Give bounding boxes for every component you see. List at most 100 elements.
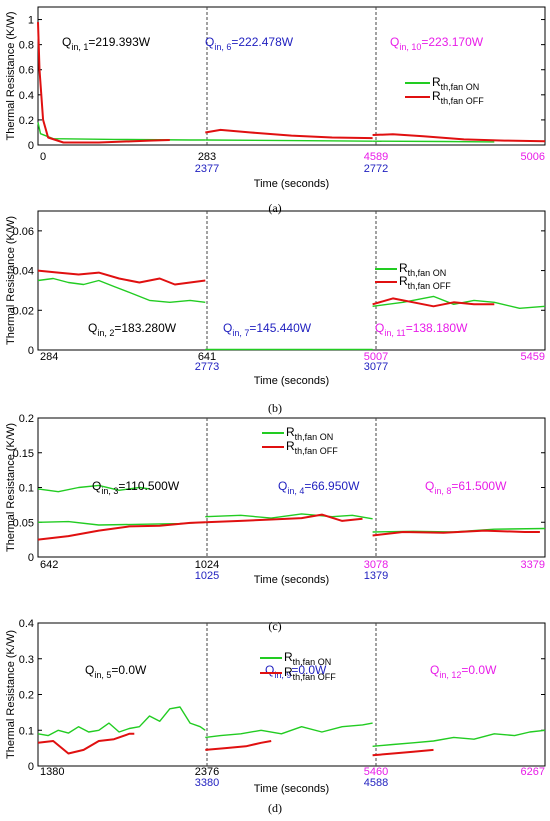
x-boundary-label: 5460 xyxy=(364,766,388,778)
legend-label: Rth,fan OFF xyxy=(432,89,484,106)
heat-input-annotation: Qin, 8=61.500W xyxy=(425,479,507,496)
x-boundary-label: 1380 xyxy=(40,766,64,778)
heat-input-annotation: Qin, 4=66.950W xyxy=(278,479,360,496)
heat-input-annotation: Qin, 2=183.280W xyxy=(88,321,177,338)
y-axis-label: Thermal Resistance (K/W) xyxy=(5,216,17,345)
x-boundary-sublabel: 2772 xyxy=(364,163,388,175)
heat-input-annotation-base: Q xyxy=(62,35,71,49)
legend-label-base: R xyxy=(399,261,408,275)
heat-input-annotation-base: Q xyxy=(425,479,434,493)
heat-input-annotation-sub: in, 8 xyxy=(434,486,451,496)
y-tick-label: 0 xyxy=(28,140,34,152)
x-boundary-label: 3078 xyxy=(364,559,388,571)
heat-input-annotation-base: Q xyxy=(205,35,214,49)
x-boundary-sublabel: 2773 xyxy=(195,361,219,373)
heat-input-annotation-base: Q xyxy=(223,321,232,335)
x-axis-label: Time (seconds) xyxy=(254,783,329,795)
legend-label-sub: th,fan ON xyxy=(408,268,447,278)
heat-input-annotation-rest: =183.280W xyxy=(114,321,176,335)
heat-input-annotation-base: Q xyxy=(85,663,94,677)
series-line xyxy=(372,140,495,143)
y-axis-label: Thermal Resistance (K/W) xyxy=(5,423,17,552)
x-boundary-sublabel: 1025 xyxy=(195,570,219,582)
series-line xyxy=(205,722,373,739)
heat-input-annotation: Qin, 1=219.393W xyxy=(62,35,151,52)
heat-input-annotation: Qin, 10=223.170W xyxy=(390,35,484,52)
y-tick-label: 0.1 xyxy=(19,483,34,495)
panel-caption: (b) xyxy=(268,401,282,415)
y-tick-label: 0.3 xyxy=(19,654,34,666)
series-line xyxy=(372,297,495,308)
series-line xyxy=(205,128,373,140)
heat-input-annotation-rest: =61.500W xyxy=(451,479,507,493)
heat-input-annotation-rest: =66.950W xyxy=(304,479,360,493)
y-tick-label: 0.1 xyxy=(19,725,34,737)
x-boundary-label: 0 xyxy=(40,151,46,163)
legend-label-sub: th,fan ON xyxy=(293,657,332,667)
y-tick-label: 0.06 xyxy=(13,226,34,238)
y-tick-label: 0.2 xyxy=(19,115,34,127)
heat-input-annotation: Qin, 6=222.478W xyxy=(205,35,294,52)
y-tick-label: 0.4 xyxy=(19,618,34,630)
x-axis-label: Time (seconds) xyxy=(254,375,329,387)
x-boundary-label: 2376 xyxy=(195,766,219,778)
legend-label-base: R xyxy=(399,274,408,288)
legend-label: Rth,fan OFF xyxy=(399,274,451,291)
x-boundary-label: 642 xyxy=(40,559,58,571)
x-boundary-sublabel: 3380 xyxy=(195,777,219,789)
heat-input-annotation: Qin, 7=145.440W xyxy=(223,321,312,338)
x-boundary-label: 284 xyxy=(40,351,58,363)
series-line xyxy=(372,729,546,747)
legend-label-base: R xyxy=(432,89,441,103)
legend-label: Rth,fan ON xyxy=(284,650,331,667)
legend-label-base: R xyxy=(284,665,293,679)
series-line xyxy=(205,740,272,751)
panel-caption: (a) xyxy=(268,201,281,215)
heat-input-annotation-rest: =0.0W xyxy=(461,663,497,677)
x-boundary-sublabel: 2377 xyxy=(195,163,219,175)
legend-label-sub: th,fan OFF xyxy=(295,446,339,456)
x-boundary-label: 5459 xyxy=(521,351,545,363)
y-tick-label: 0.05 xyxy=(13,517,34,529)
heat-input-annotation-sub: in, 6 xyxy=(214,42,231,52)
y-tick-label: 0 xyxy=(28,552,34,564)
chart-panel-0: 0 0.2 0.4 0.6 0.8 1 Thermal Resistance (K/W) 0 2… xyxy=(5,6,546,215)
heat-input-annotation-base: Q xyxy=(88,321,97,335)
heat-input-annotation-sub: in, 1 xyxy=(71,42,88,52)
panel-caption: (d) xyxy=(268,801,282,815)
y-axis-label: Thermal Resistance (K/W) xyxy=(5,12,17,141)
y-tick-label: 0.2 xyxy=(19,413,34,425)
legend-label-base: R xyxy=(286,425,295,439)
plot-frame xyxy=(37,6,546,146)
series-line xyxy=(205,139,373,142)
panel-caption: (c) xyxy=(268,619,281,633)
legend-label: Rth,fan ON xyxy=(399,261,446,278)
y-tick-label: 0.04 xyxy=(13,266,34,278)
x-boundary-label: 5006 xyxy=(521,151,545,163)
series-line xyxy=(205,513,373,520)
y-tick-label: 1 xyxy=(28,15,34,27)
legend-label-base: R xyxy=(432,75,441,89)
heat-input-annotation-base: Q xyxy=(92,479,101,493)
series-line xyxy=(372,529,540,537)
y-tick-label: 0.02 xyxy=(13,305,34,317)
y-tick-label: 0.2 xyxy=(19,690,34,702)
legend-label: Rth,fan OFF xyxy=(284,665,336,682)
legend-label-sub: th,fan ON xyxy=(441,82,480,92)
x-axis-label: Time (seconds) xyxy=(254,574,329,586)
x-boundary-label: 4589 xyxy=(364,151,388,163)
heat-input-annotation-rest: =222.478W xyxy=(231,35,293,49)
series-line xyxy=(37,22,170,144)
series-line xyxy=(37,484,150,493)
heat-input-annotation-base: Q xyxy=(390,35,399,49)
heat-input-annotation-sub: in, 5 xyxy=(94,670,111,680)
x-boundary-sublabel: 1379 xyxy=(364,570,388,582)
heat-input-annotation-rest: =138.180W xyxy=(406,321,468,335)
heat-input-annotation-sub: in, 4 xyxy=(287,486,304,496)
legend-label-base: R xyxy=(286,439,295,453)
legend-label: Rth,fan OFF xyxy=(286,439,338,456)
heat-input-annotation-sub: in, 7 xyxy=(232,328,249,338)
series-line xyxy=(37,122,206,141)
